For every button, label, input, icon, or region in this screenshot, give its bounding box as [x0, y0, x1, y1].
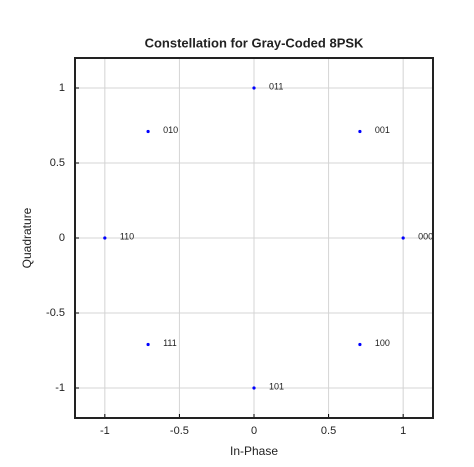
y-tick-label: 0.5 — [50, 157, 65, 169]
point — [103, 236, 107, 240]
y-axis-label: Quadrature — [20, 207, 34, 268]
point-label: 110 — [120, 231, 134, 241]
x-tick-label: 0.5 — [321, 425, 336, 437]
point-label: 011 — [269, 81, 283, 91]
point — [252, 86, 256, 90]
x-tick-label: -0.5 — [170, 425, 189, 437]
point-label: 010 — [163, 125, 178, 135]
point — [358, 129, 362, 134]
point-label: 100 — [375, 338, 390, 348]
point — [146, 129, 150, 134]
point-label: 111 — [163, 338, 177, 348]
point — [401, 236, 405, 240]
x-tick-label: 0 — [251, 425, 257, 437]
point — [358, 342, 362, 347]
y-tick-label: -0.5 — [46, 307, 65, 319]
point — [146, 342, 150, 347]
x-axis-label: In-Phase — [230, 444, 278, 458]
plot-frame — [74, 57, 434, 419]
point — [252, 386, 256, 390]
point-label: 101 — [269, 381, 284, 391]
point-label: 001 — [375, 125, 390, 135]
y-tick-label: -1 — [55, 382, 65, 394]
point-label: 000 — [418, 231, 433, 241]
y-tick-label: 1 — [59, 82, 65, 94]
y-tick-label: 0 — [59, 232, 65, 244]
x-tick-label: 1 — [400, 425, 406, 437]
x-tick-label: -1 — [100, 425, 110, 437]
chart-title: Constellation for Gray-Coded 8PSK — [145, 35, 364, 50]
